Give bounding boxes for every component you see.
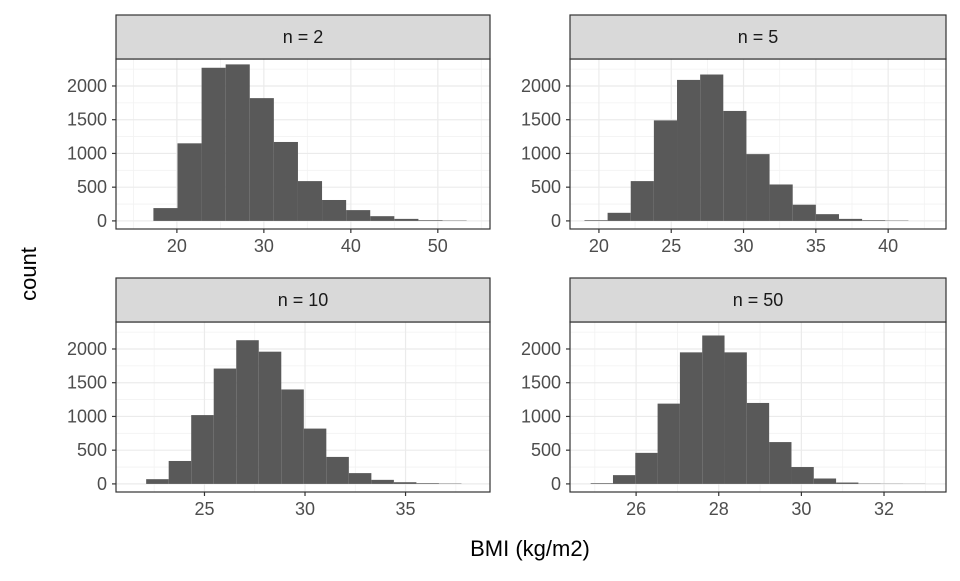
histogram-bar: [680, 352, 702, 484]
histogram-bar: [836, 483, 858, 484]
histogram-bar: [746, 154, 769, 221]
histogram-bar: [169, 461, 192, 484]
histogram-bar: [631, 181, 654, 221]
histogram-bar: [677, 80, 700, 221]
histogram-bar: [654, 120, 677, 221]
x-tick-label: 30: [791, 499, 811, 519]
y-tick-label: 0: [97, 211, 107, 231]
facet-strip-label: n = 5: [738, 27, 779, 47]
histogram-bar: [274, 142, 298, 221]
histogram-bar: [322, 200, 346, 221]
x-tick-label: 30: [254, 236, 274, 256]
y-tick-label: 1000: [67, 406, 107, 426]
y-tick-label: 1000: [521, 143, 561, 163]
histogram-bar: [281, 389, 304, 483]
histogram-bar: [791, 467, 813, 484]
y-tick-label: 0: [97, 474, 107, 494]
histogram-bar: [146, 479, 169, 484]
y-tick-label: 1500: [521, 373, 561, 393]
histogram-bar: [658, 404, 680, 484]
y-tick-label: 2000: [67, 76, 107, 96]
histogram-bar: [418, 220, 442, 221]
histogram-bar: [416, 483, 439, 484]
histogram-bar: [584, 220, 607, 221]
y-tick-label: 500: [77, 177, 107, 197]
histogram-bar: [770, 184, 793, 220]
y-tick-label: 1500: [521, 110, 561, 130]
y-tick-label: 1500: [67, 110, 107, 130]
histogram-bar: [371, 480, 394, 484]
histogram-bar: [700, 75, 723, 221]
y-axis-title: count: [16, 247, 41, 301]
histogram-bar: [702, 335, 724, 483]
histogram-bar: [226, 64, 250, 221]
histogram-bar: [298, 181, 322, 221]
histogram-bar: [191, 415, 214, 484]
x-tick-label: 30: [734, 236, 754, 256]
x-tick-label: 28: [709, 499, 729, 519]
histogram-bar: [349, 473, 372, 484]
facet-panel-2: n = 5 0 500 1000 1500 2000 20 25 30 35 40: [521, 15, 946, 256]
y-tick-label: 1000: [521, 406, 561, 426]
facet-panel-1: n = 2 0 500 1000 1500 2000 20 30 40 50: [67, 15, 490, 256]
x-tick-label: 26: [626, 499, 646, 519]
histogram-bar: [591, 483, 613, 484]
histogram-bar: [839, 219, 862, 221]
y-tick-label: 500: [77, 440, 107, 460]
histogram-bar: [326, 457, 349, 484]
histogram-bar: [394, 219, 418, 221]
histogram-bar: [816, 214, 839, 221]
y-tick-label: 500: [531, 440, 561, 460]
histogram-bar: [250, 98, 274, 221]
histogram-bar: [214, 369, 237, 484]
x-tick-label: 20: [589, 236, 609, 256]
histogram-bar: [747, 403, 769, 484]
histogram-bar: [304, 429, 327, 484]
x-tick-label: 25: [661, 236, 681, 256]
x-tick-label: 40: [341, 236, 361, 256]
histogram-bar: [608, 213, 631, 221]
histogram-bar: [394, 482, 417, 484]
facet-strip-label: n = 10: [278, 290, 329, 310]
x-tick-label: 35: [396, 499, 416, 519]
x-axis-title: BMI (kg/m2): [470, 536, 590, 561]
y-tick-label: 2000: [521, 76, 561, 96]
y-tick-label: 2000: [67, 339, 107, 359]
histogram-bar: [769, 442, 791, 484]
histogram-bar: [613, 475, 635, 484]
histogram-bar: [346, 210, 370, 221]
y-tick-label: 1000: [67, 143, 107, 163]
y-tick-label: 0: [551, 474, 561, 494]
x-tick-label: 25: [194, 499, 214, 519]
histogram-bar: [814, 479, 836, 484]
x-tick-label: 32: [874, 499, 894, 519]
x-tick-label: 50: [428, 236, 448, 256]
histogram-bar: [370, 216, 394, 221]
x-tick-label: 20: [167, 236, 187, 256]
histogram-bar: [153, 208, 177, 221]
y-tick-label: 0: [551, 211, 561, 231]
histogram-bar: [723, 111, 746, 221]
facet-strip-label: n = 2: [283, 27, 324, 47]
y-tick-label: 2000: [521, 339, 561, 359]
y-tick-label: 1500: [67, 373, 107, 393]
x-tick-label: 40: [878, 236, 898, 256]
histogram-bar: [177, 143, 201, 221]
x-tick-label: 30: [295, 499, 315, 519]
histogram-bar: [635, 453, 657, 484]
histogram-bar: [862, 220, 885, 221]
histogram-bar: [793, 205, 816, 221]
facet-panel-3: n = 10 0 500 1000 1500 2000 25 30 35: [67, 278, 490, 519]
histogram-bar: [725, 352, 747, 484]
y-tick-label: 500: [531, 177, 561, 197]
histogram-bar: [202, 68, 226, 221]
facet-panel-4: n = 50 0 500 1000 1500 2000 26 28 30 32: [521, 278, 946, 519]
histogram-bar: [236, 340, 259, 484]
histogram-bar: [259, 352, 282, 484]
x-tick-label: 35: [806, 236, 826, 256]
facet-strip-label: n = 50: [733, 290, 784, 310]
